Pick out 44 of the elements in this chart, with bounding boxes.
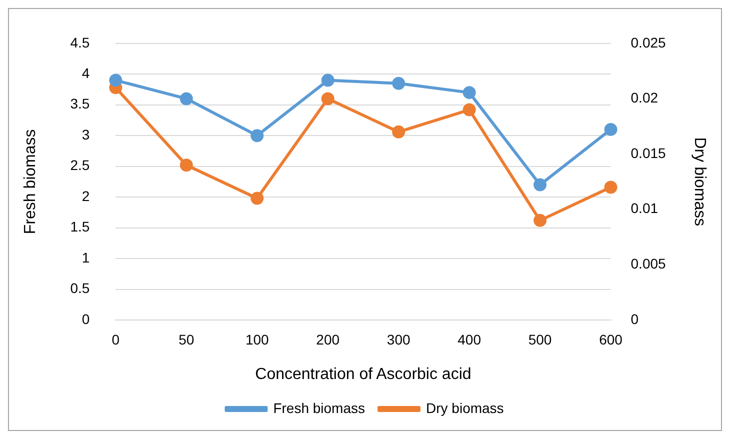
y2-tick-label: 0.025 <box>630 34 666 50</box>
x-tick-label: 200 <box>316 331 340 348</box>
y-tick-label: 0 <box>82 310 90 327</box>
point <box>321 74 334 87</box>
point <box>392 125 406 138</box>
y-tick-label: 1 <box>82 249 90 266</box>
y-axis-title: Fresh biomass <box>22 129 40 234</box>
y2-axis-title: Dry biomass <box>690 137 708 226</box>
point <box>392 76 406 90</box>
point <box>604 180 618 194</box>
x-tick-label: 400 <box>458 331 482 348</box>
x-tick-label: 100 <box>245 331 270 348</box>
point <box>462 86 476 100</box>
y2-tick-label: 0.01 <box>630 200 658 216</box>
point <box>604 122 618 136</box>
y-tick-label: 4.5 <box>70 34 90 50</box>
x-tick-label: 50 <box>178 331 194 348</box>
y-tick-label: 3 <box>82 126 90 142</box>
y2-tick-label: 0 <box>630 310 639 327</box>
point <box>534 214 547 227</box>
point <box>462 103 476 116</box>
y-tick-label: 2 <box>82 188 90 204</box>
point <box>250 192 264 205</box>
y-tick-label: 0.5 <box>70 280 90 296</box>
x-tick-label: 600 <box>599 331 623 348</box>
point <box>180 158 193 172</box>
legend-label: Fresh biomass <box>273 400 366 416</box>
point <box>180 92 193 106</box>
legend-label: Dry biomass <box>426 400 504 416</box>
x-tick-label: 300 <box>386 331 410 348</box>
y-tick-label: 3.5 <box>70 96 90 112</box>
y2-tick-label: 0.005 <box>630 256 666 272</box>
y2-tick-label: 0.02 <box>630 90 658 106</box>
x-axis-title: Concentration of Ascorbic acid <box>255 366 472 383</box>
y-tick-label: 4 <box>82 64 90 81</box>
point <box>321 92 334 106</box>
point <box>109 74 122 87</box>
x-tick-label: 0 <box>112 331 120 348</box>
x-tick-label: 500 <box>528 331 552 348</box>
point <box>250 129 264 142</box>
point <box>534 178 547 192</box>
y-tick-label: 1.5 <box>70 218 90 235</box>
y-tick-label: 2.5 <box>70 157 90 174</box>
y2-tick-label: 0.015 <box>630 144 666 161</box>
